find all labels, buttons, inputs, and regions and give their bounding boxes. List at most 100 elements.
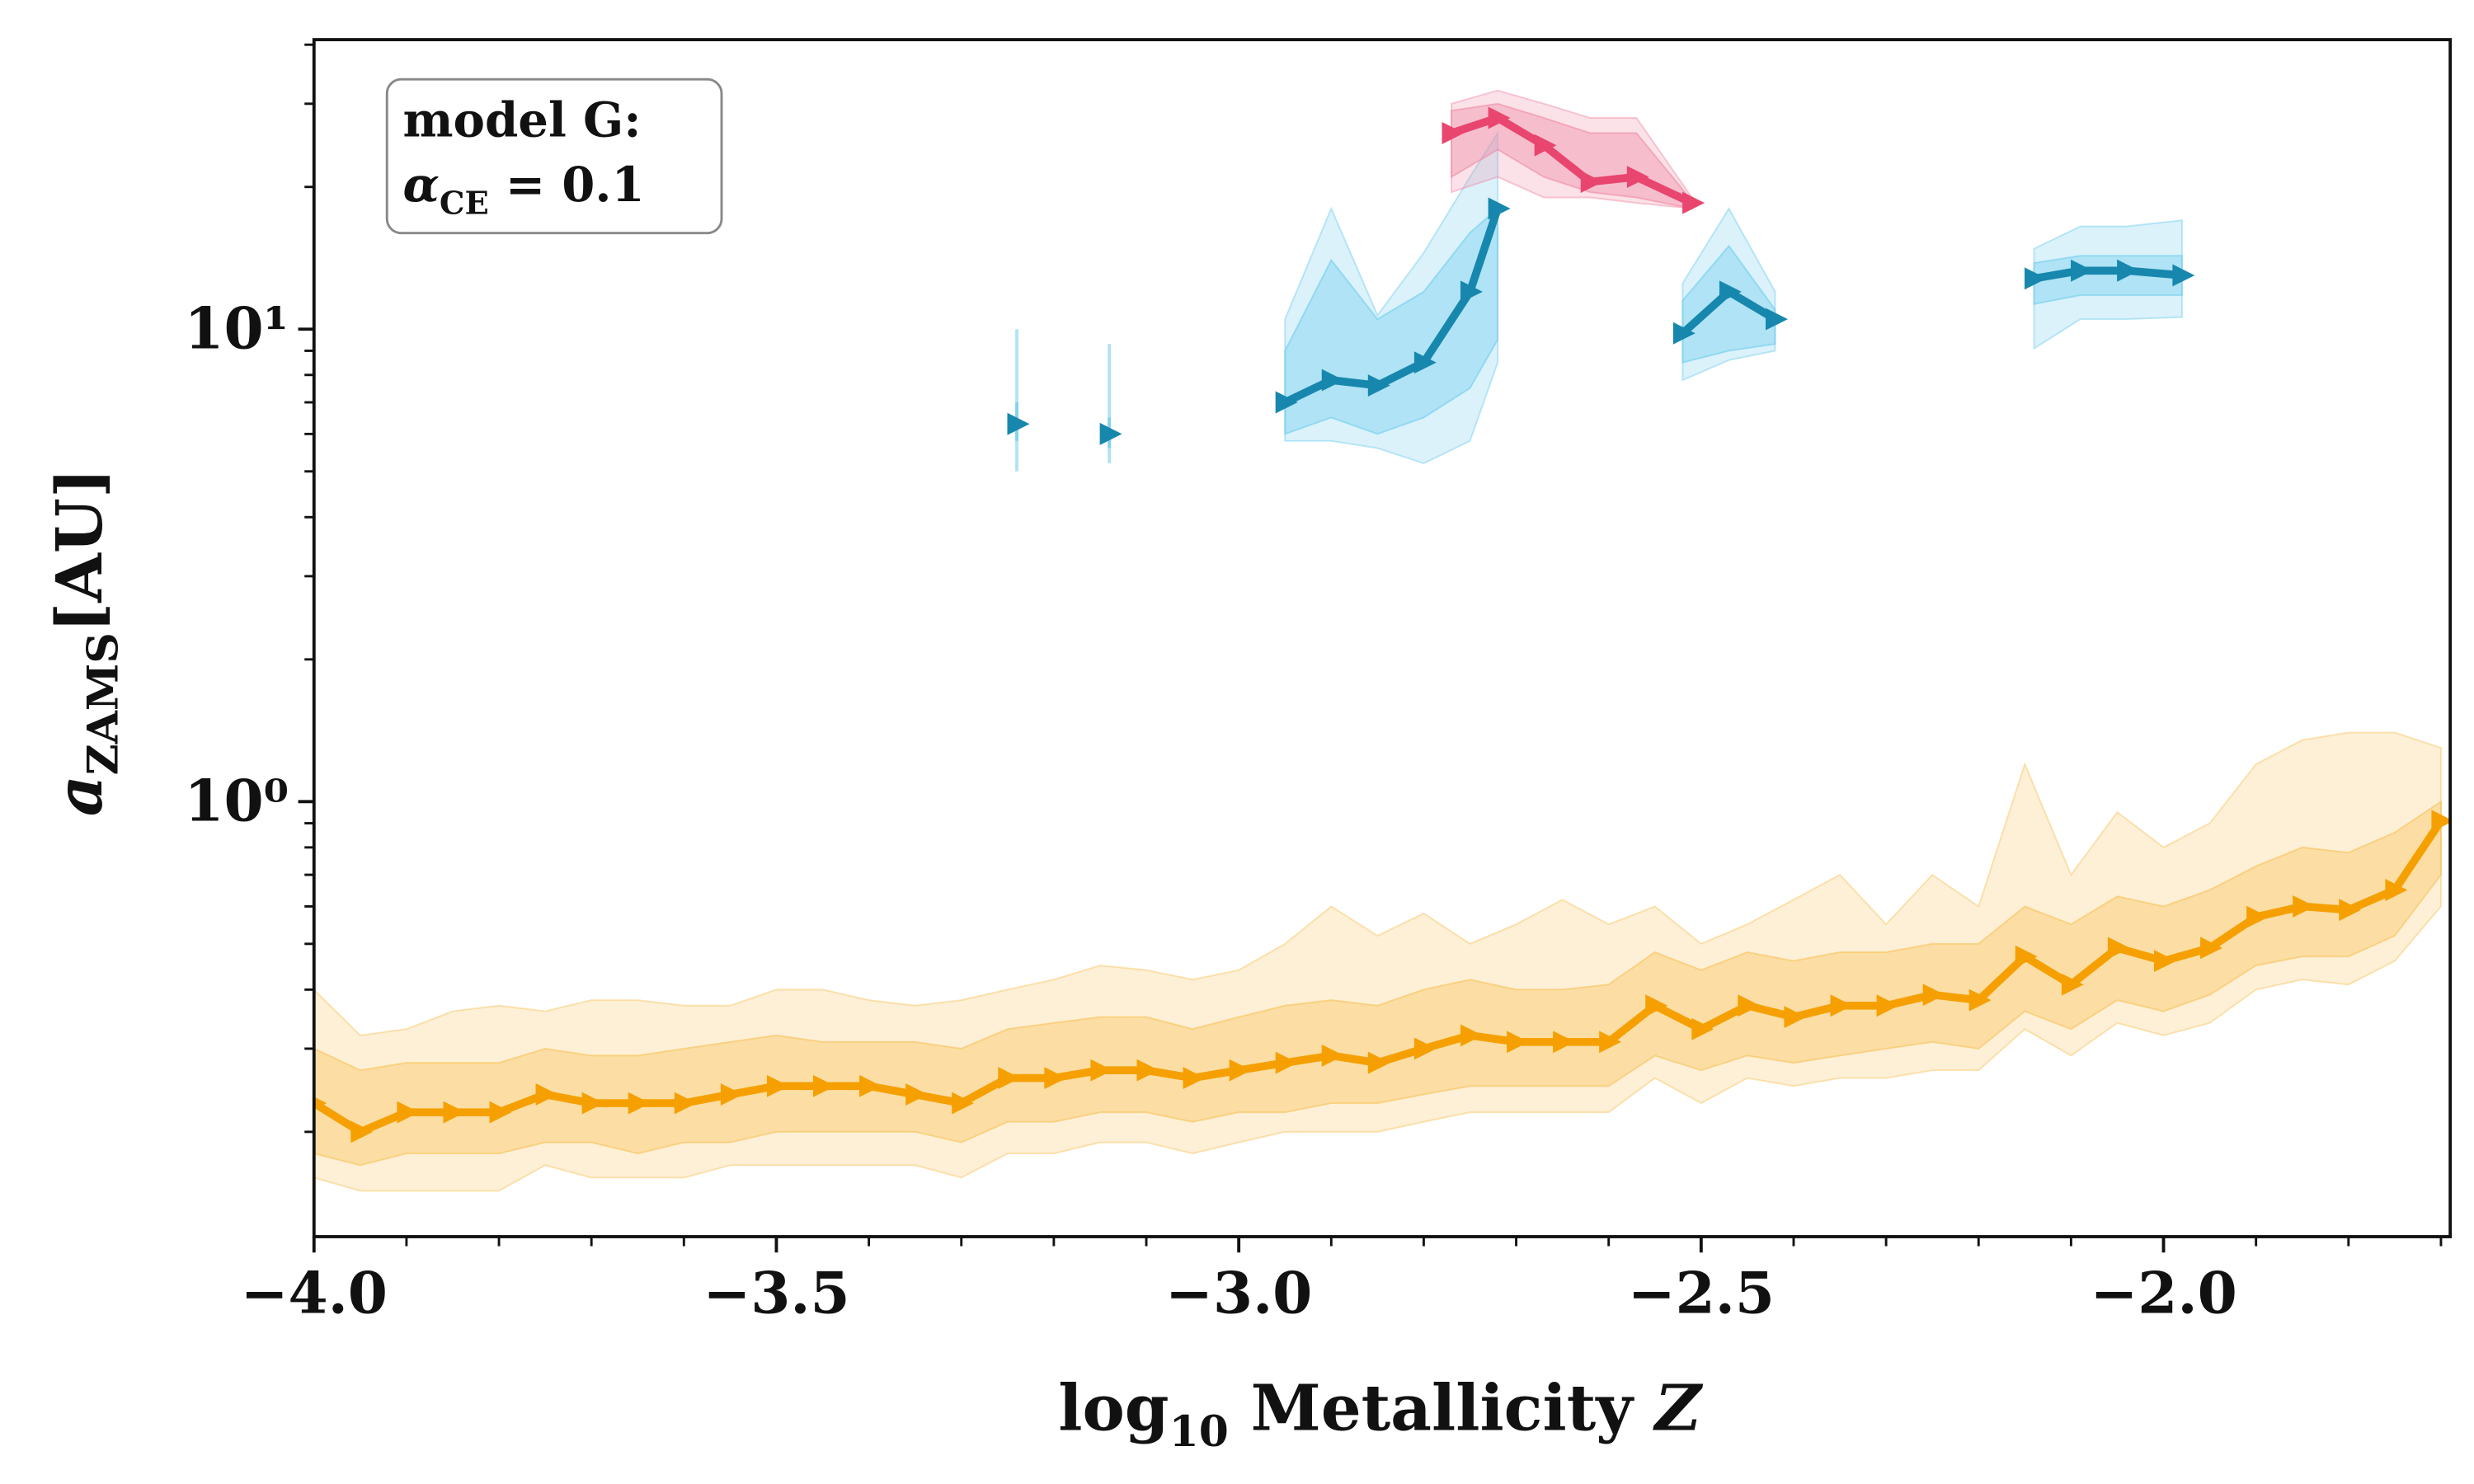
- marker: [1321, 369, 1344, 392]
- marker: [1784, 1006, 1807, 1029]
- annotation-line: αCE = 0.1: [402, 157, 644, 222]
- marker: [812, 1074, 835, 1097]
- marker: [1229, 1059, 1252, 1082]
- marker: [2339, 899, 2362, 922]
- x-tick-label: −3.5: [703, 1260, 849, 1327]
- marker: [1275, 391, 1298, 414]
- marker: [1507, 1031, 1529, 1054]
- x-tick-label: −2.5: [1628, 1260, 1775, 1327]
- plot-frame: [312, 38, 2453, 1238]
- y-label-main: a: [43, 775, 117, 816]
- series-line: [2033, 266, 2183, 283]
- annotation-sub: CE: [440, 186, 489, 223]
- axes: −4.0 −3.5 −3.0 −2.5 −2.0 10⁰ 10¹: [184, 43, 2443, 1327]
- x-tick-label: −3.0: [1165, 1260, 1312, 1327]
- marker: [443, 1101, 466, 1124]
- marker: [1413, 351, 1437, 374]
- marker: [581, 1092, 604, 1115]
- marker: [1460, 280, 1483, 303]
- marker: [1534, 134, 1557, 157]
- marker: [1442, 121, 1465, 144]
- marker: [2385, 879, 2408, 901]
- marker: [1136, 1059, 1159, 1082]
- marker: [1682, 191, 1705, 214]
- marker: [1460, 1024, 1483, 1047]
- marker: [2107, 937, 2130, 960]
- marker: [1599, 1031, 1622, 1054]
- marker: [2071, 259, 2093, 282]
- marker: [2015, 945, 2038, 968]
- marker: [2153, 950, 2176, 973]
- marker: [1367, 1051, 1390, 1074]
- marker: [2431, 810, 2451, 833]
- annotation-rest: = 0.1: [489, 157, 645, 213]
- band-inner: [313, 800, 2442, 1167]
- annotation-line: model G:: [402, 92, 641, 148]
- marker: [905, 1083, 929, 1106]
- marker: [1876, 994, 1899, 1017]
- bands: [313, 89, 2442, 1192]
- x-tick-label: −2.0: [2090, 1260, 2236, 1327]
- x-label-var: Z: [1653, 1372, 1704, 1446]
- marker: [1007, 412, 1030, 435]
- marker: [1719, 280, 1742, 303]
- marker: [1321, 1044, 1344, 1067]
- band-inner: [1681, 244, 1776, 364]
- x-label-sub: 10: [1169, 1407, 1229, 1457]
- x-label-rest: Metallicity: [1229, 1372, 1655, 1446]
- band-outer: [2033, 219, 2183, 350]
- marker: [1367, 374, 1390, 397]
- marker: [1044, 1067, 1067, 1090]
- marker: [674, 1092, 697, 1115]
- marker: [1553, 1031, 1576, 1054]
- marker: [1580, 171, 1603, 194]
- marker: [1090, 1059, 1113, 1082]
- marker: [1488, 197, 1511, 220]
- x-tick-label: −4.0: [241, 1260, 388, 1327]
- x-label-main: log: [1058, 1372, 1169, 1446]
- marker: [952, 1092, 975, 1115]
- y-label-sub: ZAMS: [78, 632, 128, 775]
- annotation-box: [385, 77, 723, 235]
- y-tick-label: 10⁰: [184, 768, 289, 834]
- marker: [489, 1101, 512, 1124]
- marker: [628, 1092, 651, 1115]
- marker: [2293, 895, 2316, 918]
- marker: [1766, 308, 1788, 331]
- marker: [2061, 973, 2084, 996]
- y-tick-label: 10¹: [184, 295, 289, 362]
- marker: [1922, 984, 1945, 1007]
- marker: [535, 1083, 558, 1106]
- marker: [1275, 1051, 1298, 1074]
- marker: [1672, 322, 1696, 345]
- marker: [766, 1074, 789, 1097]
- marker: [2200, 937, 2222, 960]
- marker: [350, 1120, 374, 1144]
- marker: [1183, 1067, 1206, 1090]
- marker: [2172, 264, 2195, 287]
- marker: [1691, 1017, 1714, 1040]
- marker: [2246, 905, 2269, 928]
- marker: [397, 1101, 420, 1124]
- marker: [2117, 259, 2140, 282]
- marker: [313, 1097, 327, 1110]
- marker: [2024, 267, 2047, 290]
- y-label-rest: [AU]: [43, 468, 117, 633]
- annotation-symbol: α: [402, 157, 439, 213]
- marker: [1488, 106, 1511, 129]
- marker: [859, 1074, 882, 1097]
- marker: [1413, 1037, 1437, 1060]
- x-axis-label: log10 Metallicity Z: [1058, 1372, 1703, 1457]
- marker: [1626, 166, 1649, 189]
- marker: [1099, 422, 1122, 445]
- marker: [1738, 994, 1761, 1017]
- lines: [313, 106, 2451, 1144]
- marker: [1645, 994, 1668, 1017]
- marker: [720, 1083, 743, 1106]
- y-axis-label: aZAMS[AU]: [43, 468, 128, 816]
- band-outer: [313, 731, 2442, 1192]
- marker: [1968, 989, 1992, 1012]
- marker: [998, 1067, 1021, 1090]
